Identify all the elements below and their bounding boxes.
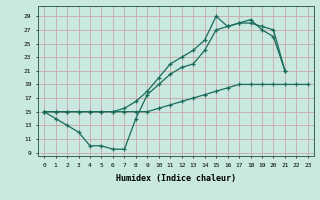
X-axis label: Humidex (Indice chaleur): Humidex (Indice chaleur) (116, 174, 236, 183)
